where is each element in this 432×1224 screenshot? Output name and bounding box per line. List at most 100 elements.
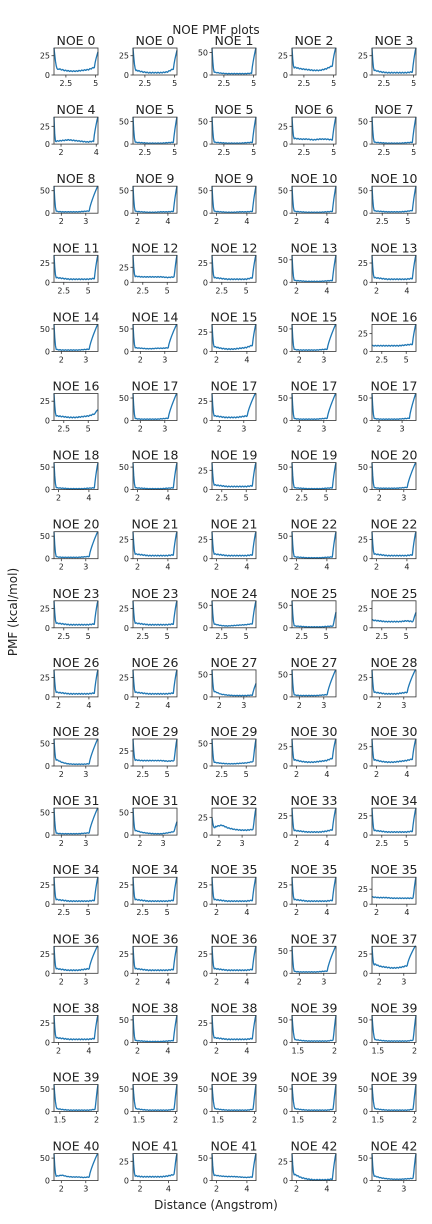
pmf-curve	[132, 393, 178, 421]
x-tick-label: 2	[412, 1046, 417, 1055]
noe-subplot: NOE 13 0 50 2 4	[278, 240, 338, 295]
subplot-title: NOE 13	[371, 240, 418, 255]
pmf-curve	[371, 462, 417, 490]
y-tick-label: 0	[45, 900, 50, 909]
subplot-title: NOE 36	[53, 931, 100, 946]
y-tick-label: 0	[45, 624, 50, 633]
x-tick-label: 5	[411, 79, 416, 88]
subplot-frame	[53, 738, 99, 767]
subplot-title: NOE 29	[132, 724, 179, 739]
y-tick-label: 0	[283, 486, 288, 495]
subplot-title: NOE 0	[135, 33, 174, 48]
x-tick-label: 4	[244, 1046, 249, 1055]
y-tick-label: 50	[278, 394, 288, 403]
pmf-curve	[53, 877, 99, 903]
y-tick-label: 0	[283, 831, 288, 840]
noe-subplot: NOE 19 0 25 2.5 5	[198, 448, 258, 503]
y-tick-label: 25	[119, 1157, 129, 1166]
x-tick-label: 4	[404, 770, 409, 779]
subplot-frame	[371, 254, 417, 283]
y-tick-label: 0	[363, 831, 368, 840]
noe-subplot: NOE 28 0 50 2 3	[40, 724, 100, 779]
y-tick-label: 50	[198, 49, 208, 58]
pmf-curve	[291, 1084, 337, 1112]
x-tick-label: 2	[294, 1185, 299, 1194]
x-tick-label: 2	[294, 286, 299, 295]
y-tick-label: 0	[363, 1038, 368, 1047]
subplot-title: NOE 38	[211, 1000, 258, 1015]
subplot-frame	[211, 393, 257, 421]
subplot-title: NOE 17	[291, 379, 338, 394]
noe-subplot: NOE 33 0 25 2 4	[278, 793, 338, 848]
x-tick-label: 2	[374, 770, 379, 779]
noe-subplot: NOE 17 0 50 2 3	[119, 379, 179, 434]
x-tick-label: 2	[216, 839, 221, 848]
x-tick-label: 4	[86, 701, 91, 710]
y-tick-label: 50	[40, 532, 50, 541]
y-tick-label: 50	[278, 601, 288, 610]
subplot-frame	[211, 1015, 257, 1043]
noe-subplot: NOE 35 0 25 2 4	[278, 862, 338, 917]
y-tick-label: 0	[45, 555, 50, 564]
x-tick-label: 4	[94, 148, 99, 157]
x-tick-label: 3	[83, 977, 88, 986]
x-tick-label: 2.5	[215, 286, 228, 295]
noe-subplot: NOE 41 0 25 2 4	[119, 1139, 179, 1194]
y-tick-label: 50	[119, 1016, 129, 1025]
subplot-frame	[132, 393, 178, 421]
y-tick-label: 0	[203, 486, 208, 495]
subplot-frame	[132, 600, 178, 629]
subplot-frame	[132, 876, 178, 905]
x-tick-label: 4	[166, 1185, 171, 1194]
y-tick-label: 0	[124, 417, 129, 426]
y-tick-label: 50	[119, 325, 129, 334]
x-tick-label: 5	[404, 839, 409, 848]
pmf-curve	[53, 47, 99, 73]
noe-subplot: NOE 35 0 25 2 4	[198, 862, 258, 917]
pmf-curve	[371, 47, 417, 74]
pmf-curve	[53, 462, 99, 490]
pmf-curve	[291, 600, 337, 628]
subplot-title: NOE 39	[371, 1070, 418, 1085]
pmf-curve	[291, 255, 337, 283]
noe-subplot: NOE 39 0 50 1.5 2	[278, 1070, 338, 1125]
x-tick-label: 3	[161, 839, 166, 848]
x-tick-label: 3	[321, 425, 326, 434]
x-tick-label: 5	[86, 908, 91, 917]
pmf-curve	[53, 945, 98, 972]
pmf-curve	[132, 1015, 178, 1043]
pmf-curve	[291, 877, 337, 903]
y-tick-label: 0	[203, 900, 208, 909]
x-tick-label: 3	[162, 355, 167, 364]
x-tick-label: 2.5	[136, 908, 149, 917]
noe-subplot: NOE 39 0 50 1.5 2	[358, 1070, 418, 1125]
y-tick-label: 50	[40, 1085, 50, 1094]
subplot-frame	[371, 1084, 417, 1112]
x-tick-label: 2	[374, 563, 379, 572]
pmf-curve	[291, 116, 337, 141]
x-tick-label: 2.5	[215, 632, 228, 641]
y-tick-label: 0	[203, 1177, 208, 1186]
subplot-frame	[132, 185, 178, 214]
subplot-title: NOE 12	[132, 240, 179, 255]
pmf-curve	[53, 600, 99, 626]
noe-subplot: NOE 27 0 50 2 3	[278, 655, 338, 710]
pmf-curve	[211, 946, 257, 972]
y-tick-label: 50	[278, 1016, 288, 1025]
subplot-frame	[371, 807, 417, 836]
x-tick-label: 2.5	[215, 494, 228, 503]
subplot-frame	[291, 531, 337, 560]
y-tick-label: 0	[283, 140, 288, 149]
noe-subplot: NOE 38 0 50 2 4	[119, 1000, 179, 1055]
x-tick-label: 2.5	[298, 79, 311, 88]
y-tick-label: 0	[283, 1108, 288, 1117]
y-tick-label: 0	[45, 140, 50, 149]
noe-subplot: NOE 6 0 25 2.5 5	[278, 102, 337, 157]
y-tick-label: 0	[124, 693, 129, 702]
x-tick-label: 4	[165, 977, 170, 986]
x-tick-label: 3	[162, 425, 167, 434]
pmf-curve	[211, 324, 257, 351]
subplot-title: NOE 21	[211, 517, 258, 532]
pmf-curve	[211, 116, 257, 145]
noe-subplot: NOE 16 0 25 2.5 5	[40, 379, 100, 434]
